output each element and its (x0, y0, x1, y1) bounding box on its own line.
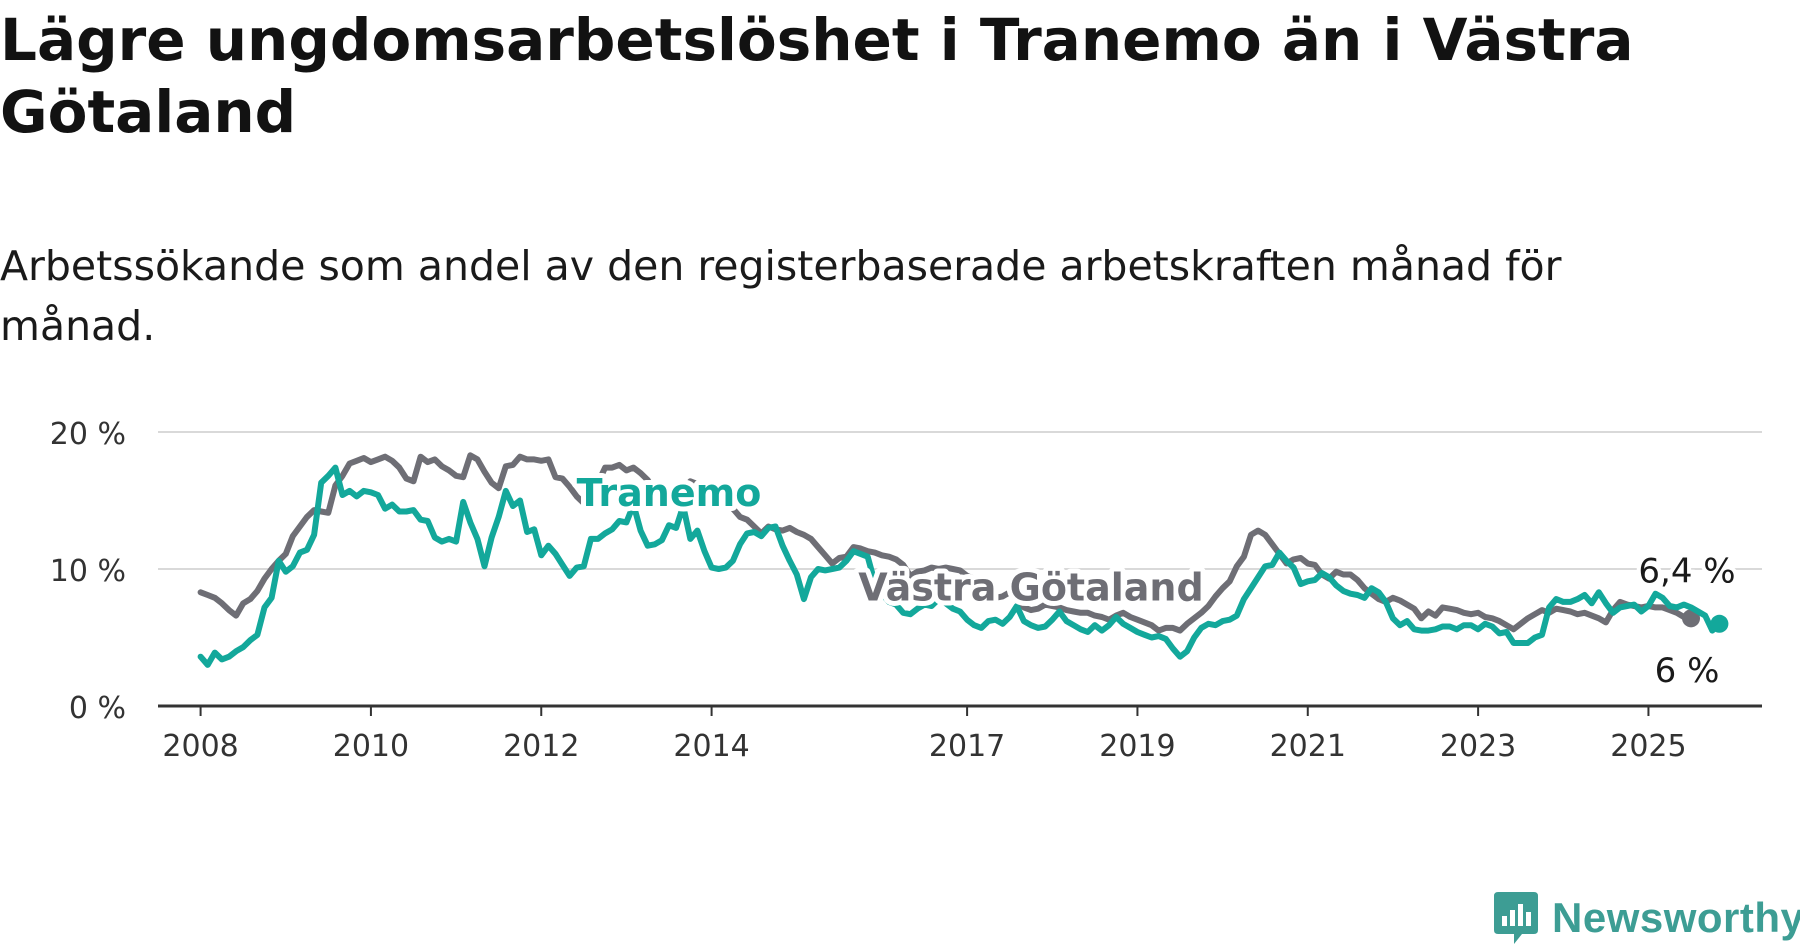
end-value-label: 6,4 % (1638, 551, 1735, 591)
x-tick-label: 2025 (1610, 729, 1686, 764)
series-label: Västra Götaland (858, 566, 1203, 610)
series-end-point (1710, 614, 1729, 633)
series-lines (197, 452, 1729, 668)
series-label: Tranemo (577, 471, 762, 515)
chart-title: Lägre ungdomsarbetslöshet i Tranemo än i… (0, 6, 1634, 146)
chart-subtitle: Arbetssökande som andel av den registerb… (0, 242, 1562, 350)
x-tick-label: 2012 (503, 729, 579, 764)
x-tick-label: 2010 (333, 729, 409, 764)
end-value-label: 6 % (1655, 651, 1720, 691)
series-line-tranemo (197, 464, 1723, 668)
series-line-v-stra-g-taland (197, 452, 1694, 634)
x-tick-label: 2023 (1440, 729, 1516, 764)
series-end-point (1682, 609, 1701, 628)
gridlines (158, 431, 1762, 570)
x-tick-label: 2017 (929, 729, 1005, 764)
series-labels: Västra Götaland Tranemo 6,4 % 6 % (572, 466, 1740, 695)
axes: 0 % 10 % 20 % 2008 2010 2012 2014 2017 2019 2021 2… (50, 417, 1762, 764)
y-tick-label: 10 % (50, 554, 126, 589)
line-chart: 0 % 10 % 20 % 2008 2010 2012 2014 2017 2019 2021 2… (50, 417, 1762, 764)
x-tick-label: 2014 (673, 729, 749, 764)
y-tick-label: 20 % (50, 417, 126, 452)
brand-block: Newsworthy (1492, 888, 1800, 948)
y-tick-label: 0 % (69, 691, 126, 726)
brand-name: Newsworthy (1552, 894, 1800, 941)
x-tick-label: 2021 (1270, 729, 1346, 764)
x-tick-label: 2019 (1099, 729, 1175, 764)
x-tick-label: 2008 (162, 729, 238, 764)
newsworthy-logo-icon (1494, 892, 1538, 944)
